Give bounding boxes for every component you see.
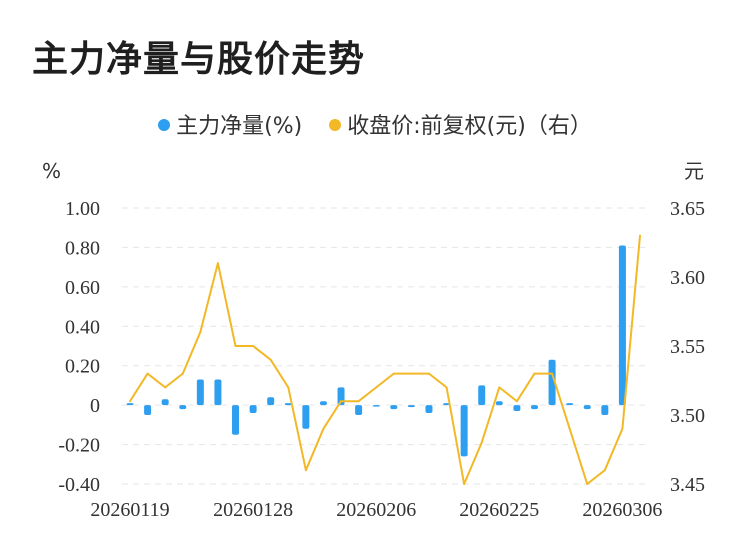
point-close-price <box>357 400 360 403</box>
bar-net-flow <box>249 405 257 414</box>
bar-net-flow <box>495 401 503 406</box>
point-close-price <box>551 372 554 375</box>
line-close-price <box>129 235 641 485</box>
point-close-price <box>480 441 483 444</box>
bar-net-flow <box>566 403 574 406</box>
y-right-tick-label: 3.55 <box>670 336 705 358</box>
y-left-tick-label: 0 <box>90 395 100 417</box>
chart-legend: 主力净量(%) 收盘价:前复权(元)（右） <box>0 108 750 140</box>
x-tick-label: 20260119 <box>90 499 169 521</box>
y-left-tick-label: 0.60 <box>65 277 100 299</box>
point-close-price <box>463 483 466 485</box>
point-close-price <box>445 386 448 389</box>
bar-net-flow <box>478 385 486 406</box>
x-tick-label: 20260306 <box>582 499 662 521</box>
point-close-price <box>568 427 571 430</box>
y-left-unit: % <box>42 159 61 183</box>
point-close-price <box>322 427 325 430</box>
point-close-price <box>340 400 343 403</box>
line-series-close-price <box>129 234 641 485</box>
point-close-price <box>639 234 641 237</box>
bar-net-flow <box>530 405 538 410</box>
bar-net-flow <box>196 379 204 406</box>
bar-net-flow <box>583 405 591 410</box>
bar-net-flow <box>319 401 327 406</box>
bar-net-flow <box>355 405 363 415</box>
y-left-tick-label: 0.40 <box>65 316 100 338</box>
point-close-price <box>129 400 131 403</box>
x-tick-label: 20260225 <box>459 499 539 521</box>
bar-net-flow <box>214 379 222 406</box>
point-close-price <box>375 386 378 389</box>
point-close-price <box>269 358 272 361</box>
point-close-price <box>621 427 624 430</box>
bar-net-flow <box>618 245 626 406</box>
y-right-unit: 元 <box>684 159 704 183</box>
point-close-price <box>287 386 290 389</box>
bar-net-flow <box>407 405 415 408</box>
point-close-price <box>181 372 184 375</box>
y-left-tick-label: -0.40 <box>58 474 100 496</box>
y-left-tick-label: 1.00 <box>65 198 100 220</box>
legend-marker-close-price <box>329 119 342 131</box>
point-close-price <box>586 483 589 485</box>
legend-label-close-price: 收盘价:前复权(元)（右） <box>347 114 592 139</box>
point-close-price <box>533 372 536 375</box>
legend-label-net-flow: 主力净量(%) <box>176 114 303 139</box>
x-axis: 20260119 20260128 20260206 20260225 20260306 <box>90 499 662 521</box>
bar-net-flow <box>513 405 521 412</box>
legend-item-net-flow[interactable]: 主力净量(%) <box>158 108 302 140</box>
y-right-axis: 3.65 3.60 3.55 3.50 3.45 <box>670 198 705 496</box>
bar-net-flow <box>232 405 240 435</box>
point-close-price <box>603 469 606 472</box>
y-right-tick-label: 3.65 <box>670 198 705 220</box>
x-tick-label: 20260128 <box>213 499 293 521</box>
point-close-price <box>427 372 430 375</box>
bar-net-flow <box>284 403 292 406</box>
legend-marker-net-flow <box>158 119 171 131</box>
bar-net-flow <box>390 405 398 410</box>
point-close-price <box>498 386 501 389</box>
y-right-tick-label: 3.45 <box>670 474 705 496</box>
bar-net-flow <box>179 405 187 410</box>
y-left-tick-label: 0.20 <box>65 356 100 378</box>
point-close-price <box>515 400 518 403</box>
bar-net-flow <box>460 405 468 457</box>
bar-net-flow <box>548 359 556 406</box>
y-left-tick-label: 0.80 <box>65 237 100 259</box>
bar-net-flow <box>372 405 380 407</box>
bar-net-flow <box>425 405 433 414</box>
point-close-price <box>410 372 413 375</box>
point-close-price <box>304 469 307 472</box>
point-close-price <box>146 372 149 375</box>
point-close-price <box>234 345 237 347</box>
point-close-price <box>164 386 167 389</box>
point-close-price <box>199 331 202 334</box>
point-close-price <box>216 262 219 265</box>
point-close-price <box>252 345 255 347</box>
y-left-axis: 1.00 0.80 0.60 0.40 0.20 0 -0.20 -0.40 <box>58 198 100 496</box>
legend-item-close-price[interactable]: 收盘价:前复权(元)（右） <box>329 108 592 140</box>
bar-net-flow <box>443 403 451 406</box>
y-right-tick-label: 3.60 <box>670 267 705 289</box>
bar-net-flow <box>126 403 134 406</box>
point-close-price <box>392 372 395 375</box>
chart-title: 主力净量与股价走势 <box>32 39 366 80</box>
bar-net-flow <box>161 399 169 406</box>
bar-net-flow <box>601 405 609 415</box>
y-left-tick-label: -0.20 <box>58 435 100 457</box>
y-right-tick-label: 3.50 <box>670 405 705 427</box>
bar-net-flow <box>144 405 152 415</box>
bar-net-flow <box>267 397 275 406</box>
gridlines <box>122 207 648 485</box>
x-tick-label: 20260206 <box>336 499 416 521</box>
bar-series-net-flow <box>126 245 626 457</box>
bar-net-flow <box>302 405 310 429</box>
